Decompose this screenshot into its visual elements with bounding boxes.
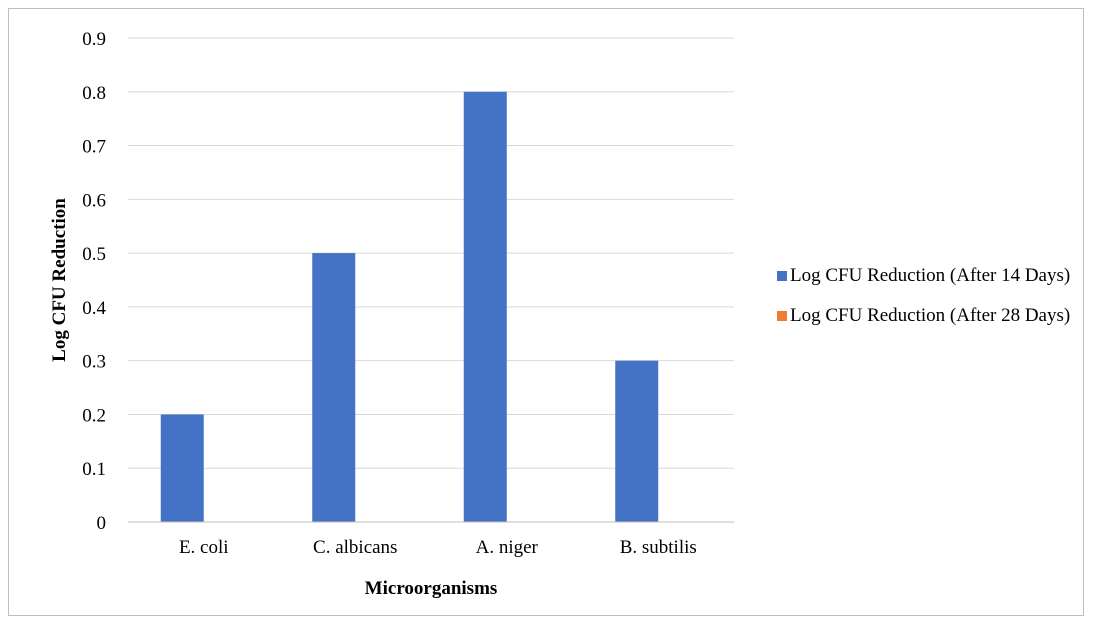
legend-label-28-days: Log CFU Reduction (After 28 Days) bbox=[790, 305, 1071, 326]
legend: Log CFU Reduction (After 14 Days) Log CF… bbox=[777, 264, 1094, 344]
x-tick-label: E. coli bbox=[179, 537, 229, 558]
legend-swatch-28-days bbox=[777, 311, 787, 321]
x-tick-label: C. albicans bbox=[313, 537, 397, 558]
legend-item-14-days: Log CFU Reduction (After 14 Days) bbox=[777, 264, 1094, 287]
x-tick-label: A. niger bbox=[476, 537, 539, 558]
x-tick-label: B. subtilis bbox=[620, 537, 697, 558]
legend-item-28-days: Log CFU Reduction (After 28 Days) bbox=[777, 304, 1094, 327]
y-tick-labels: 0 0.1 0.2 0.3 0.4 0.5 0.6 0.7 0.8 0.9 bbox=[82, 29, 106, 534]
y-tick-label: 0.5 bbox=[82, 244, 106, 265]
y-tick-label: 0.7 bbox=[82, 137, 106, 158]
x-axis-label: Microorganisms bbox=[365, 578, 498, 599]
bar bbox=[160, 414, 204, 522]
y-tick-label: 0.3 bbox=[82, 352, 106, 373]
bar bbox=[463, 91, 507, 523]
y-tick-label: 0.9 bbox=[82, 29, 106, 50]
y-tick-label: 0.2 bbox=[82, 405, 106, 426]
y-tick-label: 0.8 bbox=[82, 83, 106, 104]
y-axis-label: Log CFU Reduction bbox=[49, 198, 70, 362]
y-tick-label: 0.1 bbox=[82, 459, 106, 480]
y-tick-label: 0.6 bbox=[82, 190, 106, 211]
legend-label-14-days: Log CFU Reduction (After 14 Days) bbox=[790, 265, 1071, 286]
y-tick-label: 0.4 bbox=[82, 298, 106, 319]
bar bbox=[312, 253, 356, 522]
legend-swatch-14-days bbox=[777, 271, 787, 281]
y-tick-label: 0 bbox=[97, 513, 107, 534]
x-tick-labels: E. coli C. albicans A. niger B. subtilis bbox=[179, 537, 697, 558]
bars bbox=[160, 91, 659, 523]
chart-frame bbox=[8, 8, 1084, 616]
bar bbox=[615, 360, 659, 522]
